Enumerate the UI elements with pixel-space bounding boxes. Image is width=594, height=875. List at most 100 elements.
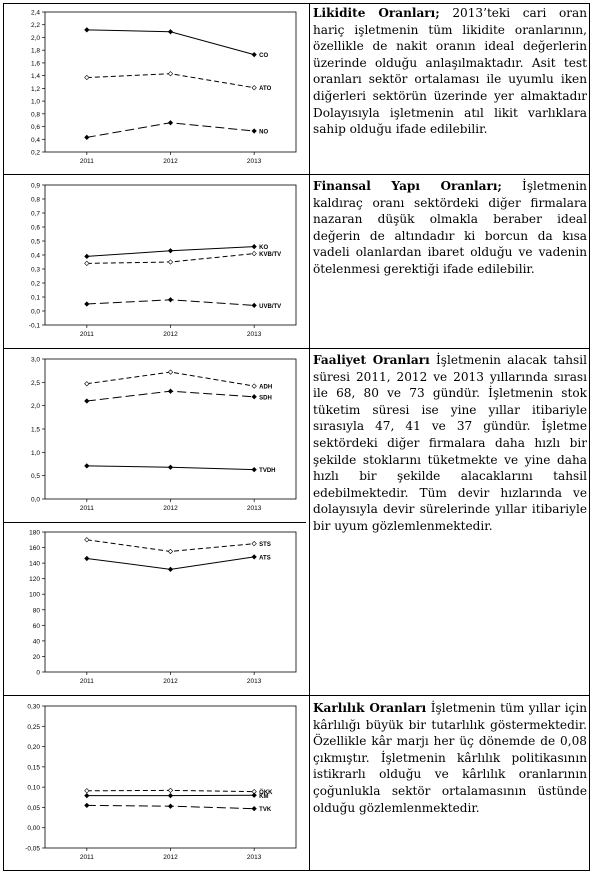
x-tick-label: 2013 bbox=[247, 678, 262, 685]
data-point bbox=[251, 250, 257, 257]
series-label: SDH bbox=[259, 395, 272, 401]
data-point bbox=[84, 253, 90, 260]
x-tick-label: 2013 bbox=[247, 505, 262, 512]
y-tick-label: 1,0 bbox=[31, 99, 40, 106]
section-title: Karlılık Oranları bbox=[313, 701, 427, 715]
row-divider bbox=[4, 695, 589, 696]
section-body: İşletmenin kaldıraç oranı sektördeki diğ… bbox=[313, 179, 587, 276]
y-tick-label: 0,9 bbox=[31, 183, 40, 190]
y-tick-label: 2,4 bbox=[31, 10, 40, 17]
data-point bbox=[84, 463, 90, 469]
y-tick-label: 0,00 bbox=[27, 825, 40, 832]
section-title: Finansal Yapı Oranları; bbox=[313, 179, 502, 193]
activity-days-chart: 0 20 40 60 80 100 120 140 160 180 2011 2012 2013 STS A… bbox=[29, 530, 297, 685]
data-point bbox=[84, 301, 90, 307]
x-tick-label: 2013 bbox=[247, 854, 262, 861]
data-point bbox=[84, 74, 90, 81]
y-tick-label: 140 bbox=[29, 561, 40, 568]
y-tick-label: 20 bbox=[33, 654, 41, 661]
data-point bbox=[251, 541, 257, 547]
y-tick-label: 0,4 bbox=[31, 253, 40, 260]
y-tick-label: 160 bbox=[29, 545, 40, 552]
data-point bbox=[251, 128, 257, 134]
section-title: Likidite Oranları; bbox=[313, 6, 440, 20]
y-tick-label: 0,6 bbox=[31, 225, 40, 232]
section-body: İşletmenin tüm yıllar için kârlılığı büy… bbox=[313, 701, 587, 815]
data-point bbox=[251, 806, 257, 812]
x-tick-label: 2012 bbox=[163, 678, 178, 685]
data-point bbox=[167, 388, 174, 394]
data-point bbox=[167, 120, 174, 126]
x-tick-label: 2012 bbox=[163, 158, 178, 165]
y-tick-label: 0,6 bbox=[31, 124, 40, 131]
y-tick-label: 0,1 bbox=[31, 295, 40, 302]
column-divider bbox=[309, 4, 310, 870]
y-tick-label: 1,6 bbox=[31, 60, 40, 67]
data-point bbox=[251, 302, 257, 309]
row-divider bbox=[4, 348, 589, 349]
y-tick-label: 0,20 bbox=[27, 744, 40, 751]
y-tick-label: 100 bbox=[29, 592, 40, 599]
y-tick-label: 0,2 bbox=[31, 150, 40, 157]
data-point bbox=[84, 793, 90, 799]
y-tick-label: 0,0 bbox=[31, 497, 40, 504]
x-tick-label: 2011 bbox=[80, 854, 94, 861]
y-tick-label: 0,5 bbox=[31, 473, 40, 480]
data-point bbox=[251, 243, 257, 250]
y-tick-label: 180 bbox=[29, 530, 40, 537]
data-point bbox=[167, 803, 174, 809]
y-tick-label: 1,8 bbox=[31, 48, 40, 55]
x-tick-label: 2013 bbox=[247, 158, 262, 165]
y-tick-label: 0,30 bbox=[27, 704, 40, 711]
y-tick-label: 1,4 bbox=[31, 73, 40, 80]
y-tick-label: 0,05 bbox=[27, 805, 40, 812]
series-label: CO bbox=[259, 53, 268, 59]
series-label: KO bbox=[259, 245, 268, 251]
x-tick-label: 2011 bbox=[80, 331, 94, 338]
y-tick-label: 0,10 bbox=[27, 785, 40, 792]
section-body: İşletmenin alacak tahsil süresi 2011, 20… bbox=[313, 353, 587, 533]
y-tick-label: 0,8 bbox=[31, 197, 40, 204]
y-tick-label: 0,2 bbox=[31, 281, 40, 288]
data-point bbox=[84, 134, 90, 140]
series-label: TVDH bbox=[259, 468, 275, 474]
y-tick-label: 40 bbox=[33, 638, 41, 645]
profitability-chart: -0,05 0,00 0,05 0,10 0,15 0,20 0,25 0,30 2011 201… bbox=[25, 704, 297, 861]
data-point bbox=[84, 260, 90, 267]
series-label: ADH bbox=[259, 385, 272, 391]
data-point bbox=[251, 85, 257, 91]
series-label: TVK bbox=[259, 807, 272, 813]
data-point bbox=[251, 383, 257, 389]
series-label: STS bbox=[259, 542, 271, 548]
data-point bbox=[251, 466, 257, 473]
data-point bbox=[84, 27, 90, 33]
profitability-text: Karlılık Oranları İşletmenin tüm yıllar … bbox=[313, 700, 587, 816]
data-point bbox=[251, 554, 257, 560]
activity-ratio-chart-cell: 0,0 0,5 1,0 1,5 2,0 2,5 3,0 2011 2012 2013 ADH SDH T… bbox=[5, 352, 308, 518]
data-point bbox=[251, 394, 257, 400]
data-point bbox=[167, 793, 174, 799]
y-tick-label: 80 bbox=[33, 607, 41, 614]
y-tick-label: 2,0 bbox=[31, 403, 40, 410]
data-point bbox=[84, 802, 90, 809]
y-tick-label: 0,3 bbox=[31, 267, 40, 274]
x-tick-label: 2011 bbox=[80, 158, 94, 165]
data-point bbox=[167, 71, 174, 77]
activity-days-chart-cell: 0 20 40 60 80 100 120 140 160 180 2011 2012 2013 STS A… bbox=[5, 525, 308, 691]
y-tick-label: 0,7 bbox=[31, 211, 40, 218]
row-divider bbox=[4, 174, 589, 175]
data-point bbox=[167, 248, 174, 254]
data-point bbox=[84, 537, 90, 543]
data-point bbox=[167, 566, 174, 572]
x-tick-label: 2012 bbox=[163, 854, 178, 861]
series-label: KVB/TV bbox=[259, 252, 281, 258]
data-point bbox=[251, 792, 257, 798]
data-point bbox=[251, 52, 257, 58]
y-tick-label: 0,15 bbox=[27, 764, 40, 771]
y-tick-label: 0,25 bbox=[27, 724, 40, 731]
section-title: Faaliyet Oranları bbox=[313, 353, 430, 367]
y-tick-label: 60 bbox=[33, 623, 41, 630]
plot-area bbox=[44, 358, 297, 500]
x-tick-label: 2011 bbox=[80, 505, 94, 512]
activity-ratio-chart: 0,0 0,5 1,0 1,5 2,0 2,5 3,0 2011 2012 2013 ADH SDH T… bbox=[31, 357, 297, 512]
